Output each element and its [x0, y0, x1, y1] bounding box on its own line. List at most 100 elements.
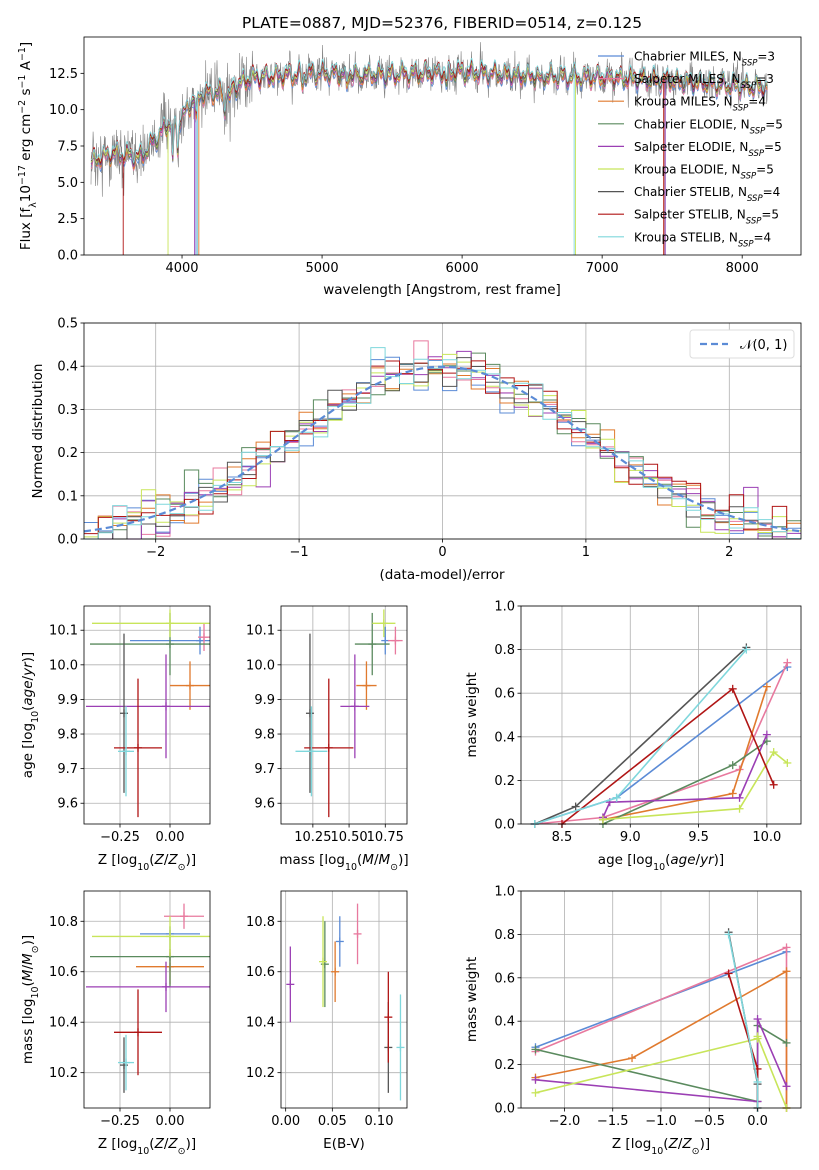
y-tick-label: 0.4 [494, 1015, 515, 1030]
x-axis-label: age [log10(age/yr)] [598, 852, 724, 873]
y-tick-label: 10.8 [246, 915, 275, 930]
legend: Chabrier MILES, NSSP=3 Salpeter MILES, NS… [598, 50, 783, 249]
y-tick-label: 0.3 [57, 403, 78, 418]
y-axis-label: Flux [fλ10−17 erg cm−2 s−1 A−1] [17, 42, 39, 250]
y-tick-label: 0.8 [494, 643, 515, 658]
y-tick-label: 0.8 [494, 928, 515, 943]
axes-frame [83, 890, 211, 1109]
model-spectrum [90, 59, 768, 166]
axes-frame [83, 605, 211, 825]
y-tick-label: 10.1 [246, 624, 275, 639]
mass-vs-age-plot [281, 606, 407, 824]
x-tick-label: 10.75 [367, 830, 404, 845]
model-spectrum [90, 66, 768, 172]
legend-label: Salpeter STELIB, NSSP=5 [634, 208, 779, 227]
y-axis-label: mass weight [464, 957, 480, 1042]
y-tick-label: 10.0 [246, 658, 275, 673]
x-axis-label: (data-model)/error [379, 567, 505, 583]
x-tick-label: −1.5 [597, 1114, 629, 1129]
residual-histogram [83, 322, 802, 540]
x-tick-label: 0.00 [156, 830, 185, 845]
y-tick-label: 9.8 [57, 728, 78, 743]
x-tick-label: 8.5 [552, 830, 573, 845]
weight-line [535, 1018, 788, 1103]
x-tick-label: −1.0 [645, 1114, 677, 1129]
x-axis-label: Z [log10(Z/Z⊙)] [612, 1136, 710, 1157]
x-tick-label: −0.5 [693, 1114, 725, 1129]
x-tick-label: 0 [438, 545, 446, 560]
y-tick-label: 10.0 [49, 658, 78, 673]
y-tick-label: 9.9 [57, 693, 78, 708]
legend-label: Chabrier MILES, NSSP=3 [634, 50, 775, 69]
y-axis-label: mass weight [464, 672, 480, 757]
legend-label: Chabrier ELODIE, NSSP=5 [634, 117, 783, 136]
axes-frame [280, 605, 408, 825]
y-tick-label: 10.4 [49, 1016, 78, 1031]
x-tick-label: 4000 [165, 261, 198, 276]
y-tick-label: 9.7 [57, 762, 78, 777]
z-vs-age-plot [84, 606, 210, 824]
x-tick-label: −0.25 [100, 1114, 140, 1129]
y-tick-label: 1.0 [494, 600, 515, 615]
y-tick-label: 5.0 [57, 176, 78, 191]
y-tick-label: 10.2 [246, 1066, 275, 1081]
x-tick-label: 10.0 [752, 830, 781, 845]
normal-curve [83, 365, 802, 533]
y-tick-label: 0.6 [494, 971, 515, 986]
y-tick-label: 0.2 [57, 446, 78, 461]
x-tick-label: 0.05 [318, 1114, 347, 1129]
y-tick-label: 10.0 [49, 103, 78, 118]
weight-line [602, 750, 788, 821]
y-tick-label: 0.1 [57, 489, 78, 504]
y-tick-label: 0.0 [494, 818, 515, 833]
y-axis-label: Normed distribution [30, 364, 46, 499]
ebv-vs-mass-plot [281, 891, 407, 1108]
y-tick-label: 0.6 [494, 687, 515, 702]
y-tick-label: 0.4 [57, 360, 78, 375]
y-tick-label: 10.2 [49, 1066, 78, 1081]
y-tick-label: 2.5 [57, 212, 78, 227]
x-tick-label: 8000 [726, 261, 759, 276]
y-tick-label: 10.1 [49, 624, 78, 639]
y-tick-label: 0.0 [57, 249, 78, 264]
y-tick-label: 10.6 [49, 965, 78, 980]
age-mass-weight-plot [521, 605, 801, 828]
histogram-step [84, 360, 801, 540]
y-tick-label: 9.8 [254, 728, 275, 743]
legend-label: Kroupa STELIB, NSSP=4 [634, 230, 771, 249]
y-tick-label: 0.4 [494, 730, 515, 745]
x-tick-label: −1 [290, 545, 309, 560]
y-tick-label: 10.4 [246, 1016, 275, 1031]
x-tick-label: 6000 [446, 261, 479, 276]
x-tick-label: −0.25 [100, 830, 140, 845]
x-tick-label: 5000 [306, 261, 339, 276]
y-tick-label: 0.5 [57, 317, 78, 332]
y-axis-label: age [log10(age/yr)] [20, 652, 41, 778]
y-tick-label: 9.9 [254, 693, 275, 708]
legend-label: Chabrier STELIB, NSSP=4 [634, 185, 780, 204]
y-tick-label: 10.8 [49, 915, 78, 930]
histogram-step [84, 347, 801, 540]
x-tick-label: 0.00 [156, 1114, 185, 1129]
x-tick-label: 10.25 [294, 830, 331, 845]
x-tick-label: 7000 [586, 261, 619, 276]
z-vs-mass-plot [84, 891, 210, 1108]
y-axis-label: mass [log10(M/M⊙)] [20, 935, 41, 1064]
y-tick-label: 9.6 [254, 797, 275, 812]
x-tick-label: 2 [725, 545, 733, 560]
y-tick-label: 9.7 [254, 762, 275, 777]
legend-label: Kroupa MILES, NSSP=4 [634, 95, 766, 114]
x-axis-label: E(B-V) [323, 1136, 365, 1152]
y-tick-label: 0.2 [494, 1058, 515, 1073]
x-tick-label: −2.0 [549, 1114, 581, 1129]
y-tick-label: 0.2 [494, 774, 515, 789]
legend-label: Salpeter ELODIE, NSSP=5 [634, 140, 782, 159]
x-tick-label: 0.0 [747, 1114, 768, 1129]
x-tick-label: 0.10 [365, 1114, 394, 1129]
x-tick-label: −2 [146, 545, 165, 560]
y-tick-label: 0.0 [57, 533, 78, 548]
weight-line [727, 973, 759, 1108]
y-tick-label: 10.6 [246, 965, 275, 980]
weight-line [602, 734, 768, 818]
